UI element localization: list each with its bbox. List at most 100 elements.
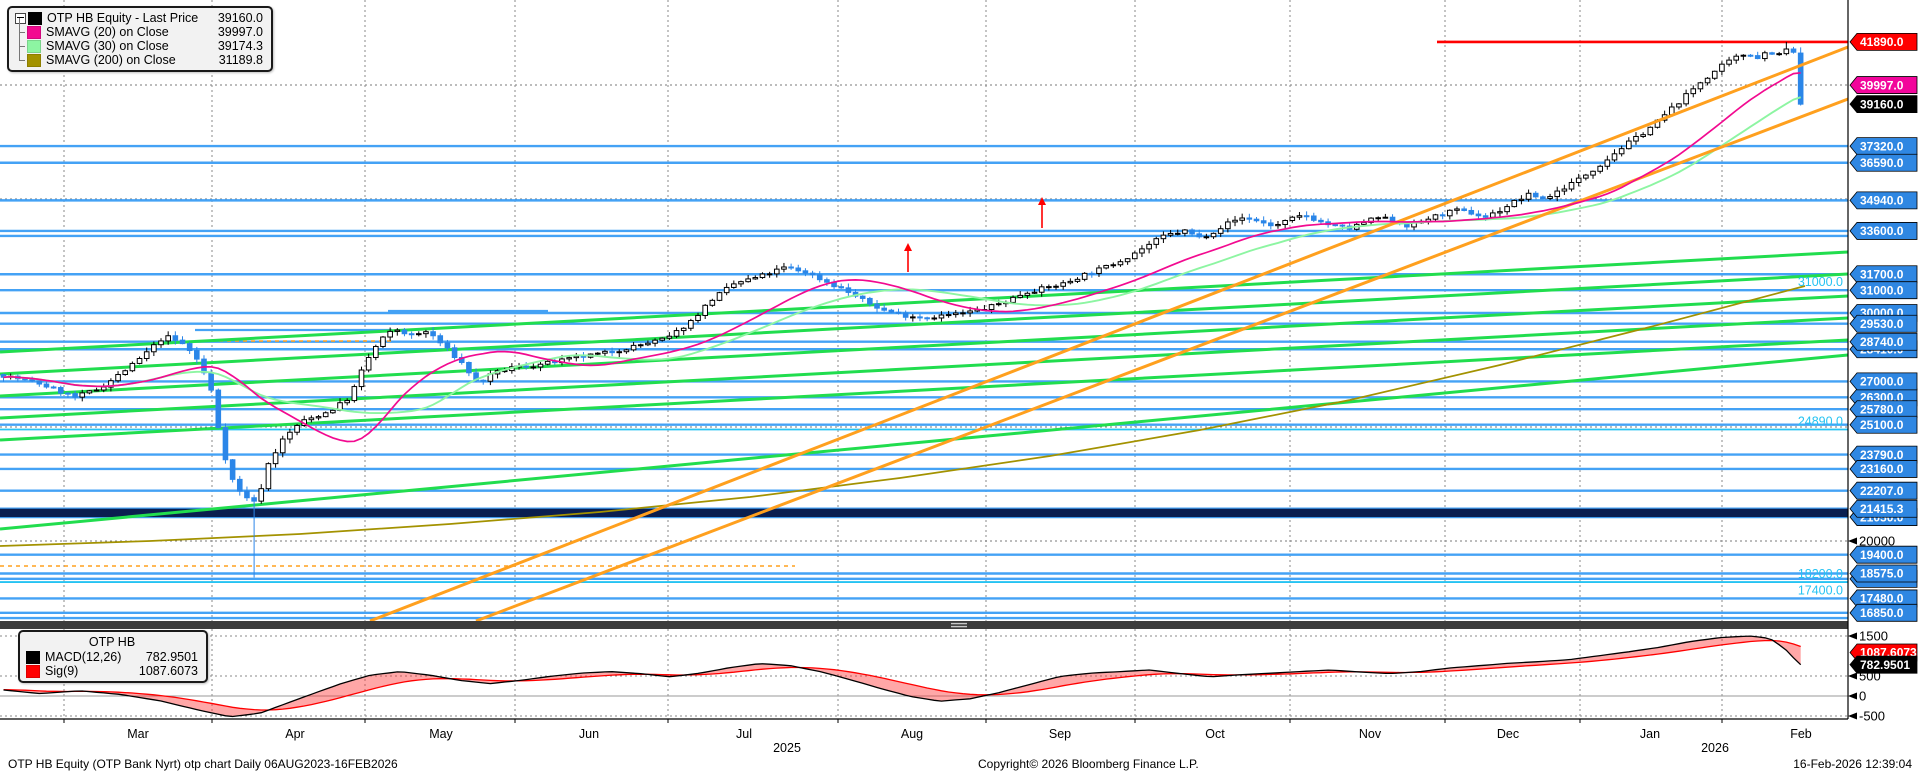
price-tag: 31700.0: [1849, 265, 1918, 284]
candle-body: [466, 361, 472, 374]
legend-label: SMAVG (20) on Close: [46, 25, 169, 39]
price-tag: 28740.0: [1849, 332, 1918, 351]
candle-body: [1246, 217, 1253, 220]
legend-row-sma20[interactable]: SMAVG (20) on Close 39997.0: [15, 18, 263, 39]
price-tag: 17480.0: [1849, 589, 1918, 608]
price-tag-text: 19400.0: [1860, 548, 1904, 562]
candle-body: [1339, 224, 1346, 227]
macd-value-tag: 782.9501: [1849, 655, 1918, 674]
candle-body: [365, 356, 372, 371]
price-tag-text: 37320.0: [1860, 139, 1904, 153]
up-arrow-head-icon: [904, 243, 912, 251]
candle-body: [673, 330, 680, 337]
signal-swatch-icon: [26, 664, 40, 678]
candle-body: [1554, 190, 1561, 198]
candle-body: [1618, 148, 1625, 155]
tree-branch-icon: [15, 46, 27, 67]
candle-body: [480, 379, 487, 382]
candle-body: [1504, 206, 1510, 213]
legend-row-last-price[interactable]: OTP HB Equity - Last Price 39160.0: [15, 11, 263, 25]
candle-body: [444, 342, 451, 349]
candle-body: [1475, 213, 1482, 217]
candle-body: [1518, 198, 1525, 201]
candle-body: [1375, 217, 1382, 220]
candle-body: [773, 268, 780, 275]
axis-tick-arrow-icon: [1848, 692, 1857, 700]
candle-body: [1053, 285, 1059, 288]
month-label: Dec: [1497, 727, 1519, 741]
candle-body: [688, 319, 694, 329]
candle-body: [1762, 52, 1768, 60]
macd-signal-row[interactable]: Sig(9) 1087.6073: [26, 664, 198, 678]
candle-body: [838, 286, 845, 289]
macd-legend-title: OTP HB: [88, 635, 136, 649]
candle-body: [566, 357, 572, 360]
legend-row-sma200[interactable]: SMAVG (200) on Close 31189.8: [15, 46, 263, 67]
candle-body: [215, 389, 222, 429]
macd-panel[interactable]: [0, 629, 1848, 719]
candle-body: [888, 309, 895, 313]
candle-body: [960, 312, 966, 315]
legend-label: SMAVG (30) on Close: [46, 39, 169, 53]
candle-body: [1439, 214, 1446, 217]
macd-legend-row[interactable]: MACD(12,26) 782.9501: [26, 650, 198, 664]
green-trendline: [0, 353, 1848, 531]
price-tag: 23160.0: [1849, 460, 1918, 478]
candle-body: [1174, 232, 1181, 235]
price-tag-text: 18575.0: [1860, 567, 1904, 581]
candle-body: [967, 310, 973, 314]
tree-branch-icon: [15, 32, 27, 53]
candle-body: [322, 412, 329, 418]
sma20-swatch-icon: [27, 25, 41, 39]
price-tag: 22207.0: [1849, 481, 1918, 500]
price-tag: 25780.0: [1849, 400, 1918, 419]
candle-body: [1024, 292, 1031, 296]
candle-body: [1604, 159, 1611, 167]
candles-layer[interactable]: [0, 41, 1804, 578]
candle-body: [1060, 282, 1066, 287]
month-label: Feb: [1790, 727, 1812, 741]
candle-body: [1210, 232, 1217, 238]
candle-body: [351, 386, 358, 402]
candle-body: [43, 383, 50, 388]
candle-body: [867, 297, 873, 305]
price-tag: 18575.0: [1849, 564, 1918, 583]
candle-body: [1547, 196, 1553, 199]
candle-body: [208, 372, 214, 391]
legend-row-sma30[interactable]: SMAVG (30) on Close 39174.3: [15, 32, 263, 53]
axis-tick-arrow-icon: [1848, 632, 1857, 640]
candle-body: [1038, 286, 1045, 293]
macd-legend[interactable]: OTP HB MACD(12,26) 782.9501 Sig(9) 1087.…: [18, 630, 208, 683]
sma20-line: [3, 71, 1801, 443]
candle-body: [1103, 264, 1109, 269]
candle-body: [1532, 192, 1539, 198]
chart-legend[interactable]: OTP HB Equity - Last Price 39160.0 SMAVG…: [7, 6, 273, 72]
tree-expander-icon[interactable]: [15, 12, 26, 24]
candle-body: [1081, 272, 1088, 280]
y-axis-tick-label: 20000: [1859, 534, 1895, 549]
candle-body: [544, 360, 551, 365]
month-label: Jun: [579, 727, 599, 741]
price-tag: 37320.0: [1849, 137, 1918, 156]
candle-body: [1268, 222, 1274, 227]
candle-body: [158, 340, 164, 346]
candle-body: [988, 304, 995, 311]
price-tag-text: 782.9501: [1860, 658, 1910, 672]
candle-body: [401, 329, 408, 335]
candle-body: [258, 488, 265, 502]
candle-body: [1468, 209, 1475, 215]
candle-body: [1031, 291, 1038, 294]
candle-body: [394, 329, 401, 332]
price-tag-text: 41890.0: [1860, 35, 1904, 49]
signal-value: 1087.6073: [138, 664, 198, 678]
price-tag-text: 29530.0: [1860, 317, 1904, 331]
main-panel[interactable]: 31000.0 24890.0 18200.0 17400.0: [0, 0, 1848, 621]
sma30-line: [3, 96, 1802, 415]
candle-body: [358, 369, 365, 388]
candle-body: [1497, 211, 1503, 214]
orange-trendline: [369, 45, 1848, 621]
candle-body: [1217, 228, 1224, 234]
panel-divider[interactable]: [0, 621, 1848, 629]
candle-body: [573, 355, 580, 359]
